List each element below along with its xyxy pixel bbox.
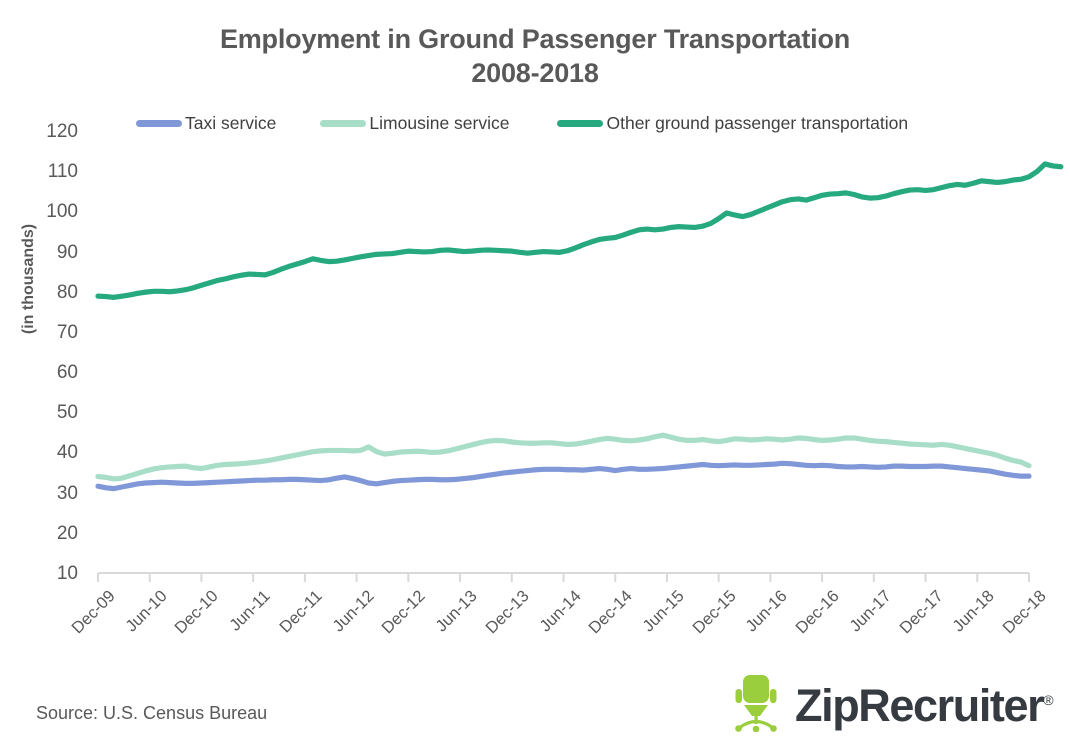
y-axis-tick-label: 90 <box>56 241 78 263</box>
series-line-1 <box>95 432 1032 482</box>
y-axis-tick-label: 70 <box>56 321 78 343</box>
chart-title-line-2: 2008-2018 <box>471 58 599 88</box>
y-axis-tick-label: 100 <box>46 201 78 223</box>
legend-swatch-icon <box>557 119 604 127</box>
legend-label: Taxi service <box>185 112 277 133</box>
office-chair-icon <box>735 675 777 732</box>
legend-item-1[interactable]: Limousine service <box>320 113 509 134</box>
source-note: Source: U.S. Census Bureau <box>36 703 268 723</box>
y-axis-tick-label: 50 <box>56 402 78 424</box>
chart-title-line-1: Employment in Ground Passenger Transport… <box>219 24 851 54</box>
y-axis-tick-label: 80 <box>56 281 78 303</box>
chart-legend: Taxi service Limousine service Other groun… <box>136 110 908 136</box>
registered-mark-icon: ® <box>1043 692 1054 708</box>
y-axis-tick-label: 120 <box>46 121 78 142</box>
ziprecruiter-wordmark: ZipRecruiter® <box>795 678 1054 728</box>
chart-title: Employment in Ground Passenger Transport… <box>0 22 1070 90</box>
series-line-2 <box>95 161 1064 300</box>
legend-item-0[interactable]: Taxi service <box>136 113 276 134</box>
y-axis-tick-label: 10 <box>56 563 78 584</box>
y-axis-tick-label: 40 <box>56 442 78 464</box>
y-axis-tick-label: 30 <box>56 482 78 504</box>
y-axis-tick-label: 110 <box>47 161 78 183</box>
legend-item-2[interactable]: Other ground passenger transportation <box>557 113 908 134</box>
y-axis-tick-label: 60 <box>56 362 78 384</box>
legend-label: Other ground passenger transportation <box>606 112 909 133</box>
logo-word-text: ZipRecruiter <box>795 680 1045 731</box>
ziprecruiter-logo: ZipRecruiter® <box>733 672 1054 734</box>
y-axis-tick-label: 20 <box>56 522 78 544</box>
legend-swatch-icon <box>136 119 182 127</box>
series-line-0 <box>95 460 1032 492</box>
legend-swatch-icon <box>320 119 367 127</box>
legend-label: Limousine service <box>369 112 510 133</box>
y-axis-title: (in thousands) <box>20 223 37 335</box>
